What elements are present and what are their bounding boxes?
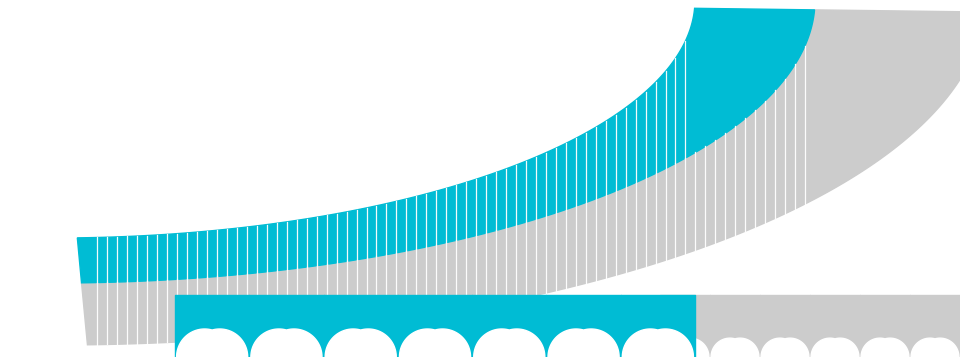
Polygon shape xyxy=(811,338,859,357)
Polygon shape xyxy=(399,329,470,357)
Polygon shape xyxy=(78,8,814,283)
Polygon shape xyxy=(622,329,693,357)
Polygon shape xyxy=(761,338,809,357)
Polygon shape xyxy=(82,10,960,345)
Polygon shape xyxy=(711,338,759,357)
Polygon shape xyxy=(548,329,619,357)
Polygon shape xyxy=(325,329,396,357)
Polygon shape xyxy=(251,329,322,357)
Polygon shape xyxy=(911,338,959,357)
Polygon shape xyxy=(473,329,545,357)
Polygon shape xyxy=(177,329,248,357)
Polygon shape xyxy=(861,338,909,357)
Polygon shape xyxy=(661,338,708,357)
